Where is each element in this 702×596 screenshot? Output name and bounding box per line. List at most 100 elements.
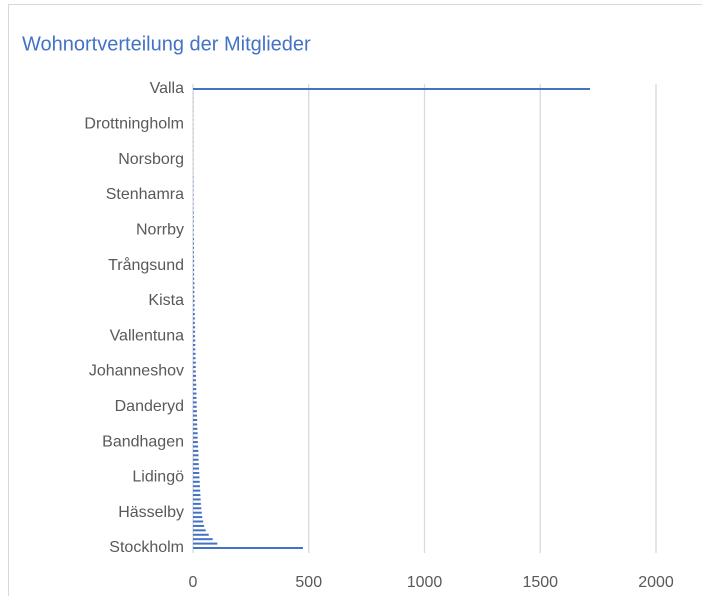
y-tick-label: Valla [150, 80, 184, 97]
bar [193, 498, 201, 501]
bar [193, 339, 196, 342]
bar [193, 471, 200, 474]
bar [193, 282, 195, 285]
y-tick-label: Bandhagen [102, 433, 184, 450]
x-tick-label: 2000 [638, 574, 674, 591]
bar [193, 533, 209, 536]
bar [193, 419, 198, 422]
bar [193, 524, 205, 527]
bar [193, 445, 199, 448]
bar [193, 427, 198, 430]
y-tick-label: Drottningholm [84, 116, 184, 133]
bar [193, 449, 199, 452]
bar [193, 313, 195, 316]
bar [193, 264, 195, 267]
x-tick-label: 1000 [407, 574, 443, 591]
bar [193, 436, 198, 439]
bar [193, 291, 195, 294]
bar [193, 88, 591, 90]
bar [193, 494, 201, 497]
bar [193, 529, 206, 532]
bar [193, 304, 195, 307]
bar [193, 467, 200, 470]
bar [193, 357, 196, 360]
bar [193, 326, 196, 329]
y-tick-label: Stenhamra [106, 186, 184, 203]
bar [193, 405, 197, 408]
bar [193, 343, 196, 346]
bar [193, 246, 194, 249]
bar [193, 286, 195, 289]
bar [193, 370, 196, 373]
bar [193, 463, 199, 466]
bar [193, 489, 201, 492]
y-tick-label: Danderyd [115, 398, 184, 415]
bar [193, 348, 196, 351]
bar [193, 361, 196, 364]
y-tick-label: Kista [148, 292, 184, 309]
bar [193, 432, 198, 435]
bar [193, 299, 195, 302]
bar [193, 251, 194, 254]
bar [193, 414, 197, 417]
bar [193, 233, 194, 236]
bar [193, 260, 195, 263]
bar [193, 352, 196, 355]
bar [193, 520, 204, 523]
y-tick-label: Norrby [136, 221, 184, 238]
y-tick-label: Norsborg [118, 151, 184, 168]
bar [193, 277, 195, 280]
bar [193, 502, 201, 505]
bar [193, 516, 203, 519]
bar [193, 392, 197, 395]
bar [193, 229, 194, 232]
bar [193, 401, 197, 404]
bar [193, 507, 202, 510]
bar [193, 423, 198, 426]
y-tick-label: Vallentuna [110, 327, 185, 344]
bar [193, 480, 200, 483]
bar [193, 268, 195, 271]
y-tick-label: Trångsund [108, 256, 184, 274]
bar [193, 476, 200, 479]
bar [193, 238, 194, 241]
bar [193, 538, 213, 541]
bar [193, 295, 195, 298]
bar [193, 485, 200, 488]
bar [193, 211, 194, 214]
bar [193, 220, 194, 223]
bar [193, 335, 196, 338]
bar [193, 410, 197, 413]
x-tick-label: 500 [295, 574, 322, 591]
chart-frame [8, 4, 702, 596]
x-tick-label: 0 [189, 574, 198, 591]
bar [193, 321, 195, 324]
bar [193, 255, 194, 258]
bar [193, 273, 195, 276]
bar [193, 224, 194, 227]
bar [193, 441, 198, 444]
bar [193, 374, 197, 377]
bar [193, 242, 194, 245]
bar [193, 511, 202, 514]
x-tick-label: 1500 [522, 574, 558, 591]
y-tick-label: Hässelby [118, 504, 184, 521]
bar [193, 317, 195, 320]
y-tick-label: Lidingö [132, 469, 184, 486]
bar [193, 379, 197, 382]
chart-title: Wohnortverteilung der Mitglieder [22, 33, 311, 55]
bar [193, 383, 197, 386]
bar [193, 388, 197, 391]
bar [193, 215, 194, 218]
bar [193, 542, 218, 545]
bar [193, 458, 199, 461]
y-tick-label: Johanneshov [89, 363, 184, 380]
bar [193, 330, 196, 333]
bar [193, 366, 196, 369]
bar [193, 396, 197, 399]
bar [193, 454, 199, 457]
y-tick-label: Stockholm [109, 539, 184, 556]
bar [193, 308, 195, 311]
bar [193, 547, 303, 549]
